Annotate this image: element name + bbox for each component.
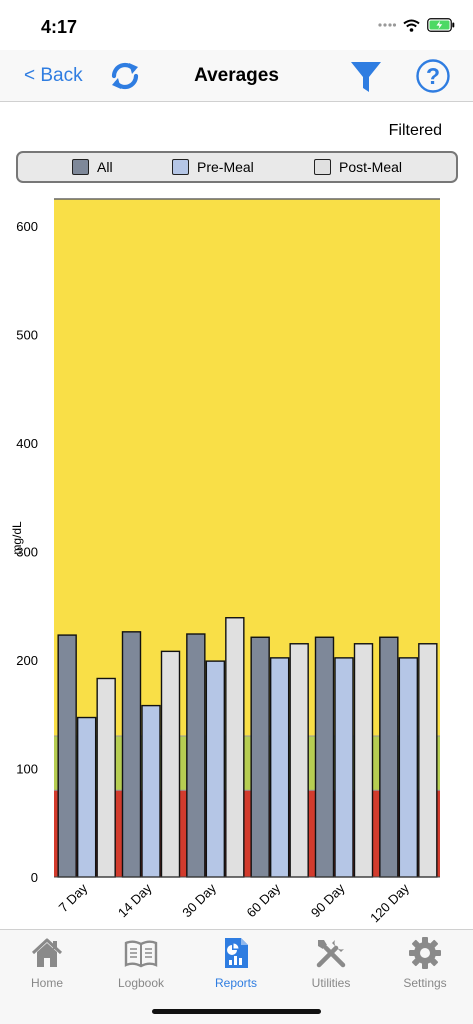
tab-logbook-label: Logbook (117, 976, 165, 990)
help-icon[interactable]: ? (415, 58, 451, 94)
legend-label-post-meal: Post-Meal (339, 159, 403, 175)
filter-icon[interactable] (349, 59, 383, 95)
battery-charging-icon (427, 18, 455, 32)
signal-icon (378, 23, 396, 27)
tab-home-label: Home (30, 976, 63, 990)
bar-post-meal-90-day (353, 643, 374, 878)
home-icon (31, 938, 63, 967)
x-tick-label: 90 Day (308, 880, 348, 920)
bar-pre-meal-30-day (205, 660, 226, 878)
bar-pre-meal-7-day (76, 716, 97, 878)
bar-all-60-day (250, 636, 270, 878)
status-icons (378, 18, 455, 32)
y-tick-label: 0 (31, 870, 38, 885)
legend-swatch-pre-meal (172, 159, 189, 175)
tab-utilities-label: Utilities (311, 976, 351, 990)
bar-all-90-day (314, 636, 335, 878)
tab-logbook[interactable]: Logbook (94, 936, 188, 996)
legend-label-all: All (97, 159, 113, 175)
bar-all-14-day (121, 631, 142, 878)
bar-pre-meal-60-day (269, 657, 290, 878)
legend-swatch-post-meal (314, 159, 331, 175)
bar-pre-meal-90-day (334, 657, 354, 878)
x-tick-label: 60 Day (244, 880, 284, 920)
status-time: 4:17 (41, 17, 78, 37)
tab-bar: Home Logbook Reports (0, 929, 473, 1024)
y-tick-label: 400 (16, 436, 38, 451)
zone-band-2 (54, 199, 440, 736)
tab-reports-label: Reports (214, 976, 258, 990)
tab-reports[interactable]: Reports (189, 936, 283, 996)
svg-text:?: ? (426, 63, 440, 89)
legend-item-post-meal: Post-Meal (314, 159, 402, 175)
tab-settings[interactable]: Settings (378, 936, 472, 996)
tools-icon (316, 940, 346, 968)
x-tick-label: 30 Day (179, 880, 219, 920)
book-icon (124, 940, 158, 968)
x-tick-label: 7 Day (56, 880, 91, 915)
y-tick-label: 300 (16, 545, 38, 560)
bar-post-meal-60-day (289, 643, 309, 878)
bar-post-meal-14-day (160, 650, 181, 878)
bar-all-120-day (379, 636, 399, 878)
bar-all-30-day (186, 633, 206, 878)
y-tick-label: 600 (16, 219, 38, 234)
y-tick-label: 200 (16, 653, 38, 668)
y-tick-label: 500 (16, 328, 38, 343)
bar-post-meal-30-day (225, 617, 245, 878)
bar-post-meal-7-day (96, 677, 116, 878)
navigation-bar: < Back Averages ? (0, 50, 473, 102)
bar-pre-meal-120-day (398, 657, 419, 878)
back-button[interactable]: < Back (24, 65, 83, 86)
y-axis-label: mg/dL (10, 521, 24, 555)
tab-settings-label: Settings (403, 976, 447, 990)
averages-bar-chart: 0 100 200 300 400 500 600 mg/dL 7 Day 14 Day 30 Da… (10, 198, 440, 925)
reports-icon (225, 938, 248, 968)
wifi-icon (403, 19, 420, 32)
y-tick-label: 100 (16, 762, 38, 777)
bar-pre-meal-14-day (141, 704, 161, 878)
bar-post-meal-120-day (418, 643, 438, 878)
filter-status-label: Filtered (388, 122, 442, 139)
legend-item-pre-meal: Pre-Meal (172, 159, 254, 175)
legend-swatch-all (72, 159, 89, 175)
zone-band-0 (54, 790, 440, 877)
home-indicator (152, 1009, 321, 1014)
page-title: Averages (194, 65, 279, 86)
status-bar: 4:17 (0, 0, 473, 50)
x-tick-label: 120 Day (367, 880, 412, 925)
gear-icon (409, 937, 441, 969)
legend-label-pre-meal: Pre-Meal (197, 159, 254, 175)
legend-item-all: All (72, 159, 113, 175)
bar-all-7-day (57, 634, 77, 878)
zone-band-1 (54, 735, 440, 791)
tab-utilities[interactable]: Utilities (284, 936, 378, 996)
x-tick-label: 14 Day (115, 880, 155, 920)
refresh-icon[interactable] (107, 59, 143, 93)
tab-home[interactable]: Home (0, 936, 94, 996)
chart-legend: All Pre-Meal Post-Meal (16, 151, 458, 183)
